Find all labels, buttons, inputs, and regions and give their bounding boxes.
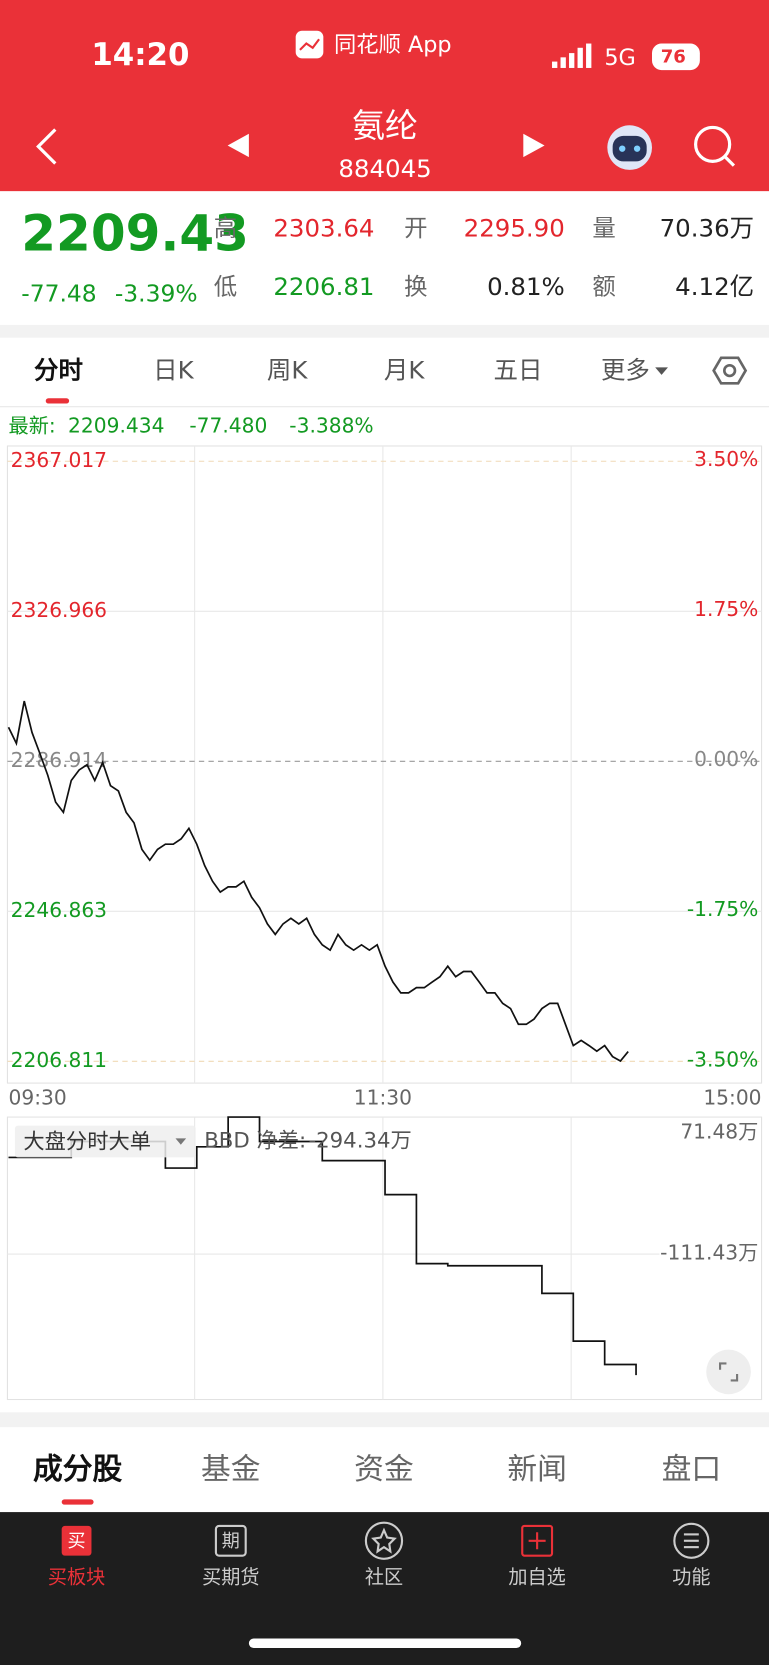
high: 2303.64 — [273, 213, 374, 242]
tab-indicator — [61, 1499, 94, 1505]
divider — [0, 324, 769, 338]
back-button[interactable] — [36, 128, 57, 165]
label: 换 — [404, 272, 427, 300]
nav-item[interactable]: 买板块 — [48, 1565, 105, 1588]
next-button[interactable] — [523, 133, 545, 158]
indicator-name: 大盘分时大单 — [23, 1130, 151, 1155]
app-icon-glyph — [299, 38, 320, 51]
amount: 4.12亿 — [675, 272, 754, 301]
svg-text:期: 期 — [222, 1531, 240, 1552]
prev-button[interactable] — [227, 133, 249, 158]
battery — [652, 43, 700, 71]
y-tick-label: 2206.811 — [11, 1048, 107, 1072]
y-tick-label: 71.48万 — [680, 1120, 758, 1144]
tab[interactable]: 五日 — [494, 356, 543, 385]
label: 额 — [592, 272, 615, 300]
y2-tick-label: 1.75% — [694, 597, 758, 621]
indicator-arrow — [175, 1138, 187, 1145]
volume: 70.36万 — [660, 213, 754, 242]
home-indicator — [248, 1638, 522, 1649]
tab[interactable]: 分时 — [34, 356, 83, 385]
nav-item[interactable]: 加自选 — [508, 1565, 565, 1588]
time: 14:20 — [91, 37, 189, 73]
latest-price: 2209.434 — [68, 413, 164, 437]
y2-tick-label: 3.50% — [694, 447, 758, 471]
y-tick-label: 2367.017 — [11, 448, 107, 472]
y-tick-label: 2286.914 — [11, 748, 107, 772]
signal — [552, 43, 592, 68]
change-pct: -3.39% — [115, 280, 198, 308]
quote-labels: 高 低 开 换 量 额 — [214, 214, 616, 300]
content-tab[interactable]: 新闻 — [507, 1452, 567, 1487]
v-grid — [194, 445, 572, 1084]
tab[interactable]: 更多 — [601, 356, 650, 385]
y-tick-label: -111.43万 — [660, 1241, 758, 1265]
y-tick-label: 2326.966 — [11, 598, 107, 622]
label: 量 — [592, 214, 615, 242]
x-tick-label: 15:00 — [703, 1086, 761, 1110]
label: 低 — [214, 272, 237, 300]
latest-change: -77.480 — [189, 413, 267, 437]
stock-name: 氨纶 — [352, 106, 418, 145]
latest-pct: -3.388% — [289, 413, 373, 437]
tab[interactable]: 日K — [153, 356, 194, 385]
v-grid — [194, 1117, 572, 1400]
indicator-selector[interactable] — [14, 1125, 196, 1158]
price-line — [7, 700, 629, 1063]
x-tick-label: 11:30 — [354, 1086, 412, 1110]
tab-indicator — [45, 398, 70, 404]
latest-label: 最新: — [9, 413, 56, 437]
y-tick-label: 2246.863 — [11, 898, 107, 922]
bbd-frame — [6, 1116, 763, 1401]
content-tab[interactable]: 盘口 — [662, 1452, 722, 1487]
bbd-label: BBD 净差: — [204, 1129, 306, 1154]
nav-icons: 买 期 — [61, 1521, 710, 1560]
low: 2206.81 — [273, 272, 374, 301]
robot-button[interactable] — [607, 125, 653, 170]
stock-code: 884045 — [338, 154, 431, 183]
battery-level: 76 — [661, 46, 686, 67]
tab[interactable]: 月K — [384, 356, 425, 385]
app-name: 同花顺 App — [334, 32, 452, 58]
svg-text:买: 买 — [68, 1531, 86, 1552]
bbd-net: -294.34万 — [308, 1129, 411, 1154]
open: 2295.90 — [464, 213, 565, 242]
more-arrow — [655, 367, 668, 375]
label: 开 — [404, 214, 427, 242]
nav-item[interactable]: 功能 — [672, 1565, 710, 1588]
content-tab[interactable]: 基金 — [201, 1452, 261, 1487]
change: -77.48 — [21, 280, 96, 308]
label: 高 — [214, 214, 237, 242]
search-button[interactable] — [694, 125, 736, 167]
nav-item[interactable]: 社区 — [365, 1565, 403, 1588]
content-tab[interactable]: 成分股 — [33, 1452, 123, 1487]
fullscreen-button[interactable] — [706, 1349, 751, 1395]
network: 5G — [604, 45, 635, 71]
chart-frame — [6, 445, 763, 1084]
tab[interactable]: 周K — [267, 356, 308, 385]
y2-tick-label: -1.75% — [687, 897, 758, 921]
turnover: 0.81% — [487, 272, 565, 301]
x-tick-label: 09:30 — [9, 1086, 67, 1110]
price: 2209.43 — [21, 204, 249, 262]
y2-tick-label: 0.00% — [694, 747, 758, 771]
y2-tick-label: -3.50% — [687, 1047, 758, 1071]
content-tab[interactable]: 资金 — [354, 1452, 414, 1487]
divider — [0, 1412, 769, 1428]
settings-button[interactable] — [712, 356, 748, 385]
nav-item[interactable]: 买期货 — [202, 1565, 259, 1588]
